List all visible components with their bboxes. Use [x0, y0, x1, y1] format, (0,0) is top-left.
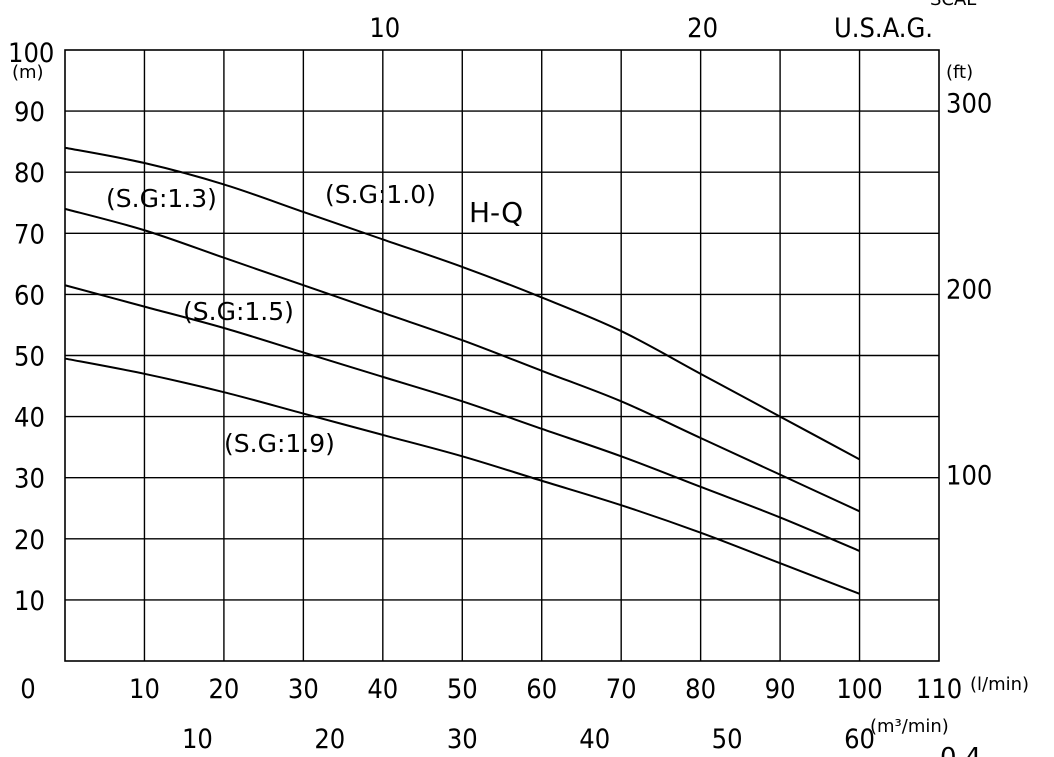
- x-tick-label: 60: [526, 674, 557, 705]
- x-tick-label: 70: [606, 674, 637, 705]
- x-tick-label: 50: [447, 674, 478, 705]
- y-tick-label: 40: [14, 403, 45, 434]
- x-tick-label: 20: [208, 674, 239, 705]
- x-tick-label: 80: [685, 674, 716, 705]
- x-top-unit-label: U.S.A.G.: [834, 13, 933, 44]
- grid-lines: [65, 50, 939, 661]
- x-unit-label: (l/min): [970, 674, 1029, 695]
- y-unit-label: (m): [12, 62, 44, 83]
- cut-off-text-top: SCAL: [930, 0, 976, 10]
- x-bottom2-tick-label: 60: [844, 724, 875, 755]
- x-bottom2-tick-label: 50: [712, 724, 743, 755]
- x-tick-label: 10: [129, 674, 160, 705]
- y-tick-label: 60: [14, 280, 45, 311]
- x-bottom-unit-label: (m³/min): [870, 716, 949, 737]
- y-tick-label: 50: [14, 342, 45, 373]
- axis-ticks: 10 20 30 40 50 60 70 80 90 100 0 10 20 30 40 50 60 70 80 90…: [8, 13, 992, 755]
- x-bottom2-tick-label: 20: [314, 724, 345, 755]
- y-right-tick-label: 200: [946, 274, 992, 305]
- chart-title: H-Q: [469, 196, 523, 229]
- series-line-3: [64, 357, 860, 595]
- x-top-tick-label: 10: [369, 13, 400, 44]
- plot-frame: [64, 49, 940, 662]
- x-tick-label: 100: [836, 674, 882, 705]
- y-tick-label: 100: [8, 38, 54, 69]
- series-line-0: [64, 146, 861, 461]
- series-line-1: [64, 207, 860, 513]
- x-bottom2-tick-label: 40: [579, 724, 610, 755]
- y-right-tick-label: 100: [946, 461, 992, 492]
- series-label-sg15: (S.G:1.5): [183, 297, 294, 326]
- cut-off-text-bottom: 0.4: [940, 743, 981, 757]
- series-label-sg19: (S.G:1.9): [224, 429, 335, 458]
- x-bottom2-tick-label: 30: [447, 724, 478, 755]
- x-tick-label: 90: [765, 674, 796, 705]
- series-line-2: [64, 284, 860, 552]
- x-tick-label: 110: [916, 674, 962, 705]
- x-tick-label: 30: [288, 674, 319, 705]
- curves: [64, 146, 861, 595]
- y-right-unit-label: (ft): [946, 62, 973, 83]
- labels: H-Q (S.G:1.3) (S.G:1.0) (S.G:1.5) (S.G:1…: [106, 180, 523, 458]
- y-tick-label: 80: [14, 158, 45, 189]
- y-tick-label: 10: [14, 586, 45, 617]
- series-label-sg13: (S.G:1.3): [106, 184, 217, 213]
- x-top-tick-label: 20: [687, 13, 718, 44]
- y-tick-label: 90: [14, 97, 45, 128]
- series-label-sg10: (S.G:1.0): [325, 180, 436, 209]
- y-tick-label: 20: [14, 525, 45, 556]
- x-tick-label: 40: [367, 674, 398, 705]
- y-right-tick-label: 300: [946, 89, 992, 120]
- x-bottom2-tick-label: 10: [182, 724, 213, 755]
- y-tick-label: 70: [14, 219, 45, 250]
- x-tick-label: 0: [20, 674, 35, 705]
- y-tick-label: 30: [14, 464, 45, 495]
